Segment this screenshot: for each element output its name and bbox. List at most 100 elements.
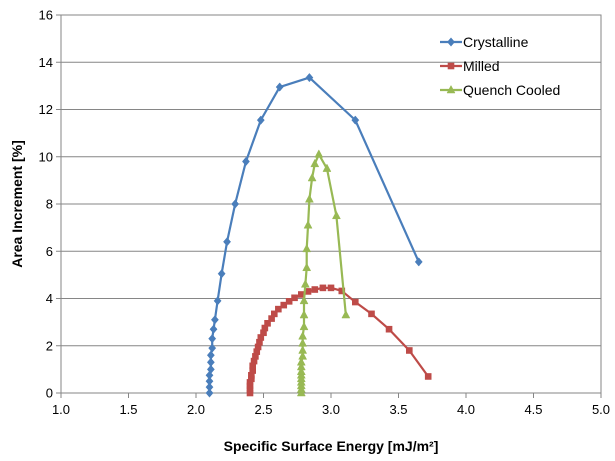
- data-point: [327, 284, 335, 292]
- legend-marker: [446, 84, 456, 94]
- x-tick-label: 5.0: [592, 402, 610, 417]
- data-point: [223, 237, 231, 247]
- x-tick-label: 1.5: [119, 402, 137, 417]
- data-point: [299, 295, 309, 305]
- data-point: [319, 284, 327, 292]
- series-layer: [205, 73, 432, 398]
- data-point: [268, 315, 275, 322]
- data-point: [246, 379, 254, 386]
- data-point: [213, 296, 222, 306]
- data-point: [299, 310, 309, 319]
- data-point: [424, 373, 432, 380]
- legend: Crystalline Milled Quench Cooled: [440, 34, 560, 98]
- series-1: [246, 284, 432, 397]
- data-point: [298, 291, 305, 298]
- data-point: [217, 269, 226, 279]
- data-point: [351, 115, 360, 125]
- data-point: [252, 353, 259, 360]
- data-point: [231, 199, 240, 209]
- x-axis-title: Specific Surface Energy [mJ/m²]: [224, 438, 439, 454]
- data-point: [205, 376, 214, 386]
- y-tick-label: 16: [39, 8, 53, 23]
- data-point: [406, 347, 413, 354]
- data-point: [205, 382, 214, 392]
- data-point: [246, 389, 254, 397]
- legend-item: Quench Cooled: [440, 82, 560, 98]
- data-point: [264, 320, 271, 327]
- data-point: [248, 375, 255, 383]
- data-point: [296, 357, 306, 366]
- data-point: [338, 287, 346, 295]
- data-point: [206, 364, 215, 374]
- y-axis-ticks: 0 2 4 6 8 10 12 14 16: [39, 8, 61, 401]
- data-point: [414, 257, 423, 267]
- data-point: [242, 156, 250, 167]
- data-point: [302, 262, 312, 272]
- data-point: [296, 366, 306, 375]
- legend-label: Milled: [463, 58, 500, 74]
- x-tick-label: 3.0: [322, 402, 340, 417]
- data-point: [249, 367, 256, 374]
- legend-label: Quench Cooled: [463, 82, 560, 98]
- series-2: [296, 149, 351, 397]
- y-axis-title: Area Increment [%]: [9, 140, 25, 268]
- data-point: [256, 338, 263, 346]
- x-tick-label: 4.0: [457, 402, 475, 417]
- y-tick-label: 10: [39, 149, 53, 164]
- data-point: [250, 357, 258, 365]
- data-point: [254, 343, 262, 351]
- data-point: [257, 334, 265, 341]
- data-point: [275, 305, 282, 313]
- data-point: [291, 294, 298, 302]
- data-point: [304, 288, 312, 295]
- data-point: [302, 243, 312, 253]
- data-point: [246, 382, 254, 390]
- data-point: [256, 115, 265, 125]
- data-point: [298, 345, 308, 354]
- data-point: [322, 163, 332, 172]
- data-point: [261, 324, 269, 332]
- data-point: [248, 371, 255, 379]
- x-axis-ticks: 1.0 1.5 2.0 2.5 3.0 3.5 4.0 4.5 5.0: [52, 393, 610, 417]
- data-point: [298, 338, 308, 347]
- data-point: [208, 343, 217, 353]
- data-point: [205, 388, 214, 398]
- y-tick-label: 8: [46, 197, 53, 212]
- x-tick-label: 2.0: [187, 402, 205, 417]
- data-point: [296, 361, 306, 371]
- data-point: [385, 325, 393, 333]
- data-point: [304, 194, 314, 203]
- data-point: [300, 279, 310, 288]
- legend-label: Crystalline: [463, 34, 529, 50]
- data-point: [307, 172, 317, 182]
- data-point: [368, 310, 375, 318]
- x-tick-label: 4.5: [524, 402, 542, 417]
- data-point: [246, 386, 254, 393]
- series-0: [205, 73, 423, 398]
- data-point: [280, 301, 288, 309]
- data-point: [206, 357, 215, 367]
- data-point: [253, 348, 261, 355]
- legend-item: Milled: [440, 58, 500, 74]
- data-point: [298, 331, 308, 340]
- y-tick-label: 2: [46, 338, 53, 353]
- data-point: [260, 329, 267, 337]
- y-tick-label: 14: [39, 55, 53, 70]
- legend-marker: [447, 37, 455, 47]
- data-point: [311, 286, 319, 293]
- data-point: [271, 310, 278, 318]
- data-point: [249, 362, 256, 370]
- data-point: [209, 324, 218, 334]
- y-tick-label: 12: [39, 102, 53, 117]
- data-point: [208, 334, 217, 344]
- x-tick-label: 2.5: [254, 402, 272, 417]
- data-point: [314, 149, 324, 158]
- legend-marker: [447, 62, 455, 70]
- legend-item: Crystalline: [440, 34, 529, 50]
- data-point: [275, 82, 284, 92]
- x-tick-label: 3.5: [389, 402, 407, 417]
- y-tick-label: 0: [46, 386, 53, 401]
- data-point: [285, 298, 293, 305]
- data-point: [298, 351, 308, 360]
